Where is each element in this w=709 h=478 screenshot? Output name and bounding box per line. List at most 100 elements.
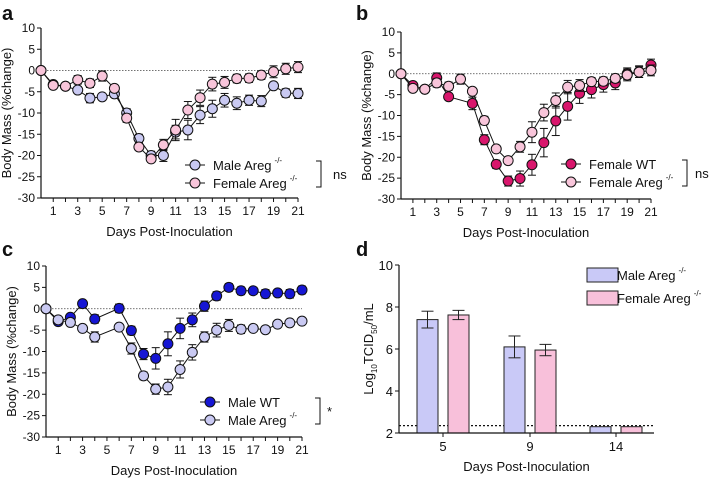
x-tick-label: 17 [597, 205, 611, 219]
x-tick-label: 11 [169, 204, 182, 218]
y-tick-label: -10 [378, 109, 396, 123]
data-point [186, 314, 198, 326]
data-point [113, 302, 125, 314]
data-point [574, 79, 586, 91]
series-line [45, 308, 303, 390]
data-point [597, 75, 609, 87]
legend-name: Male Areg [617, 268, 676, 283]
data-point [272, 318, 284, 330]
y-tick-label: -10 [18, 106, 36, 120]
data-point [478, 115, 490, 127]
x-tick-label: 1 [55, 443, 62, 457]
panel-label: b [356, 3, 368, 25]
data-point [182, 124, 194, 136]
legend-name: Male WT [228, 395, 280, 410]
y-tick-label: 5 [33, 280, 40, 294]
legend-marker [204, 414, 216, 426]
data-point [621, 69, 633, 81]
y-tick-label: 10 [379, 258, 393, 273]
x-tick-label: 9 [148, 204, 155, 218]
series-female-areg [395, 64, 657, 167]
y-axis-label: Body Mass (%change) [0, 48, 14, 179]
y-tick-label: -20 [23, 387, 41, 401]
data-point [145, 153, 157, 165]
y-tick-label: 0 [33, 302, 40, 316]
data-point [113, 321, 125, 333]
data-point [84, 92, 96, 104]
y-label-subscript: 50 [370, 324, 379, 333]
x-tick-label: 7 [128, 443, 135, 457]
data-point [89, 313, 101, 325]
x-tick-label: 1 [50, 204, 57, 218]
data-point [443, 91, 455, 103]
x-tick-label: 17 [242, 204, 256, 218]
x-tick-label: 15 [218, 204, 232, 218]
x-axis-label: Days Post-Inoculation [463, 225, 589, 240]
legend-superscript: -/- [694, 289, 702, 298]
data-point [72, 74, 84, 86]
data-point [526, 159, 538, 171]
y-tick-label: -25 [378, 171, 396, 185]
data-point [490, 143, 502, 155]
data-point [138, 370, 150, 382]
legend-label: Male Areg -/- [617, 266, 686, 283]
legend-marker [565, 158, 577, 170]
data-point [268, 80, 280, 92]
data-point [138, 348, 150, 360]
legend-entry: Male Areg -/- [586, 266, 686, 283]
x-tick-label: 5 [457, 205, 464, 219]
y-tick-label: -20 [378, 150, 396, 164]
data-point [562, 100, 574, 112]
data-point [431, 77, 443, 89]
data-point [96, 91, 108, 103]
y-tick-label: 4 [386, 384, 393, 399]
x-tick-label: 3 [74, 204, 81, 218]
legend-entry: Male WT [200, 395, 280, 410]
y-tick-label: -15 [378, 129, 396, 143]
data-point [550, 94, 562, 106]
data-point [243, 72, 255, 84]
x-tick-label: 5 [99, 204, 106, 218]
y-label-unit: /mL [361, 303, 376, 325]
data-point [150, 383, 162, 395]
data-point [466, 85, 478, 97]
y-label-tcid: TCID [361, 334, 376, 364]
series-line [40, 70, 299, 156]
data-point [259, 288, 271, 300]
legend-label: Male Areg -/- [213, 156, 282, 173]
series-male-wt [40, 281, 308, 370]
data-point [478, 134, 490, 146]
panel-label: a [2, 3, 14, 25]
data-point [125, 325, 137, 337]
data-point [296, 315, 308, 327]
x-tick-label: 1 [410, 205, 417, 219]
y-tick-label: 10 [22, 21, 36, 35]
significance-bracket [315, 397, 321, 425]
y-tick-label: -15 [23, 366, 41, 380]
legend-entry: Female Areg -/- [586, 289, 702, 306]
data-point [96, 70, 108, 82]
data-point [235, 323, 247, 335]
data-point [514, 141, 526, 153]
legend-label: Male Areg -/- [228, 411, 297, 428]
data-point [219, 94, 231, 106]
data-point [47, 79, 59, 91]
bar [534, 349, 557, 434]
data-point [255, 69, 267, 81]
legend-marker [189, 159, 201, 171]
data-point [186, 346, 198, 358]
x-tick-label: 3 [433, 205, 440, 219]
data-point [243, 94, 255, 106]
x-tick-label: 13 [549, 205, 563, 219]
data-point [219, 76, 231, 88]
data-point [502, 155, 514, 167]
series-male-areg [40, 303, 308, 396]
data-point [84, 77, 96, 89]
data-point [562, 81, 574, 93]
data-point [395, 68, 407, 80]
data-point [235, 285, 247, 297]
legend-superscript: -/- [679, 266, 687, 275]
y-axis-label: Body Mass (%change) [359, 50, 374, 181]
data-point [585, 76, 597, 88]
